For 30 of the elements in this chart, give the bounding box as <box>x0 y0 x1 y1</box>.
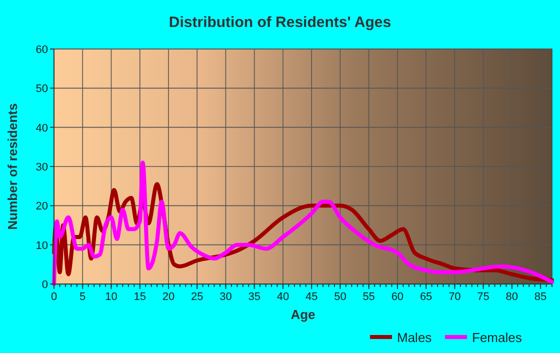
chart-title: Distribution of Residents' Ages <box>168 14 392 31</box>
x-tick-label: 35 <box>248 291 260 303</box>
y-tick-label: 40 <box>36 122 48 134</box>
x-tick-label: 15 <box>134 291 146 303</box>
x-tick-label: 20 <box>162 291 175 303</box>
x-tick-label: 45 <box>305 291 318 303</box>
y-tick-label: 0 <box>42 279 48 291</box>
y-tick-label: 10 <box>36 240 48 252</box>
x-tick-label: 30 <box>220 291 232 303</box>
x-tick-label: 0 <box>50 291 58 303</box>
y-tick-label: 60 <box>36 44 48 56</box>
x-tick-label: 60 <box>391 291 404 303</box>
x-tick-label: 10 <box>105 291 118 303</box>
legend-label: Males <box>397 330 432 345</box>
y-tick-label: 20 <box>36 200 48 213</box>
x-tick-label: 55 <box>362 291 375 303</box>
x-tick-label: 40 <box>276 291 290 303</box>
x-axis-title: Age <box>290 307 316 322</box>
x-tick-label: 65 <box>420 291 432 303</box>
x-tick-label: 70 <box>448 291 461 303</box>
y-tick-label: 30 <box>36 162 48 174</box>
x-tick-label: 5 <box>80 291 86 303</box>
x-tick-label: 50 <box>334 291 346 303</box>
legend-label: Females <box>472 330 522 345</box>
x-tick-label: 85 <box>534 291 547 303</box>
y-axis-title: Number of residents <box>5 103 20 230</box>
y-tick-label: 50 <box>36 83 48 96</box>
x-tick-label: 75 <box>477 291 490 303</box>
x-tick-label: 80 <box>506 291 518 303</box>
x-tick-label: 25 <box>190 291 204 303</box>
